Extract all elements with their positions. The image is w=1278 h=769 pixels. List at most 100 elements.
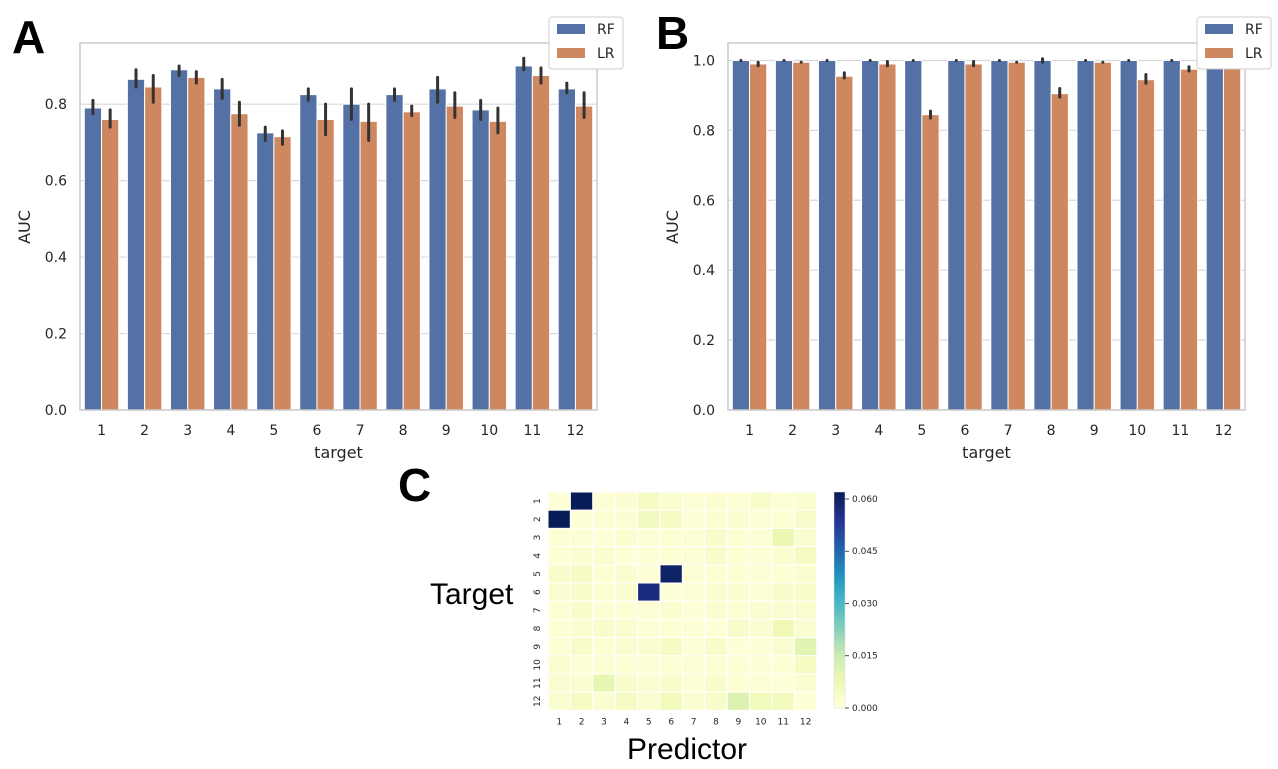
heatmap-cell [771, 527, 795, 548]
heatmap-cell [569, 582, 594, 602]
colorbar-segment [834, 528, 845, 533]
heatmap-cell [793, 582, 818, 602]
heatmap-y-tick-label: 7 [533, 607, 543, 613]
colorbar-segment [834, 524, 845, 529]
colorbar-segment [834, 682, 845, 687]
x-tick-label: 1 [97, 423, 106, 439]
legend-swatch-lr [1205, 48, 1233, 58]
heatmap-cell [614, 546, 639, 566]
colorbar-segment [834, 517, 845, 522]
heatmap-cell [659, 673, 683, 693]
bar-lr [835, 75, 854, 411]
heatmap-cell [726, 637, 751, 657]
heatmap-cell [704, 637, 728, 657]
heatmap-cell [726, 673, 751, 693]
heatmap-cell [726, 691, 751, 711]
heatmap-cell [592, 527, 616, 548]
bar-lr [1179, 68, 1199, 411]
heatmap-cell [659, 491, 683, 511]
colorbar-segment [834, 600, 845, 605]
heatmap-cell [659, 655, 683, 675]
heatmap-x-tick-label: 2 [579, 717, 585, 727]
heatmap-cell [749, 618, 773, 639]
heatmap-cell [592, 691, 616, 711]
heatmap-cell [569, 546, 594, 566]
heatmap-cell [547, 691, 571, 711]
heatmap-cell [659, 691, 683, 711]
heatmap-cell [771, 691, 795, 711]
colorbar-segment [834, 499, 845, 504]
colorbar-tick-label: 0.030 [852, 599, 878, 609]
heatmap-cell [637, 673, 661, 693]
heatmap-cell [614, 600, 639, 620]
colorbar-segment [834, 639, 845, 644]
heatmap-cell [749, 564, 773, 584]
heatmap-y-tick-label: 2 [533, 516, 543, 522]
colorbar-tick-label: 0.045 [852, 547, 878, 557]
colorbar-segment [834, 654, 845, 659]
heatmap-cell [659, 509, 683, 529]
colorbar-segment [834, 564, 845, 569]
heatmap-cell [681, 546, 706, 566]
colorbar-segment [834, 520, 845, 525]
heatmap-cell [592, 546, 616, 566]
heatmap-cell [749, 600, 773, 620]
heatmap-y-tick-label: 8 [533, 625, 543, 631]
heatmap-cell [592, 618, 616, 639]
heatmap-cell [771, 491, 795, 511]
x-tick-label: 4 [874, 423, 883, 439]
bar-rf [126, 78, 146, 411]
heatmap-cell [614, 527, 639, 548]
bar-lr [144, 86, 163, 411]
heatmap-cell [793, 691, 818, 711]
heatmap-cell [592, 509, 616, 529]
colorbar-segment [834, 607, 845, 612]
heatmap-cell [569, 691, 594, 711]
y-tick-label: 0.2 [45, 327, 67, 343]
panel-label-a: A [12, 11, 46, 63]
colorbar-segment [834, 632, 845, 637]
colorbar-segment [834, 574, 845, 579]
heatmap-cell [569, 618, 594, 639]
heatmap-cell [726, 600, 751, 620]
heatmap-x-tick-label: 7 [691, 717, 697, 727]
heatmap-cell [614, 582, 639, 602]
legend-swatch-rf [557, 24, 585, 34]
x-tick-label: 8 [399, 423, 408, 439]
heatmap-x-tick-label: 4 [624, 717, 630, 727]
heatmap-cell [614, 564, 639, 584]
legend-swatch-lr [557, 48, 585, 58]
bar-rf [557, 88, 576, 411]
bar-lr [402, 111, 421, 411]
colorbar-segment [834, 614, 845, 619]
colorbar-segment [834, 553, 845, 558]
colorbar-segment [834, 664, 845, 669]
bar-lr [749, 63, 768, 411]
heatmap-cell [659, 527, 683, 548]
heatmap-cell [547, 491, 571, 511]
colorbar-segment [834, 672, 845, 677]
heatmap-cell [681, 655, 706, 675]
heatmap-y-tick-label: 3 [533, 535, 543, 541]
colorbar-segment [834, 661, 845, 666]
heatmap-cell [637, 491, 661, 511]
heatmap-x-tick-label: 10 [755, 717, 767, 727]
heatmap-cell [793, 618, 818, 639]
heatmap-cell [614, 637, 639, 657]
x-tick-label: 2 [788, 423, 797, 439]
x-tick-label: 9 [1090, 423, 1099, 439]
colorbar-segment [834, 625, 845, 630]
bar-rf [1162, 59, 1181, 411]
heatmap-cell [771, 600, 795, 620]
heatmap-y-tick-label: 9 [533, 644, 543, 650]
heatmap-cell [569, 491, 594, 511]
heatmap-cell [793, 491, 818, 511]
bar-rf [904, 59, 923, 411]
heatmap-cell [793, 527, 818, 548]
heatmap-cell [704, 691, 728, 711]
heatmap-cell [749, 582, 773, 602]
colorbar-segment [834, 582, 845, 587]
heatmap-cell [681, 618, 706, 639]
colorbar-segment [834, 495, 845, 500]
legend-swatch-rf [1205, 24, 1233, 34]
